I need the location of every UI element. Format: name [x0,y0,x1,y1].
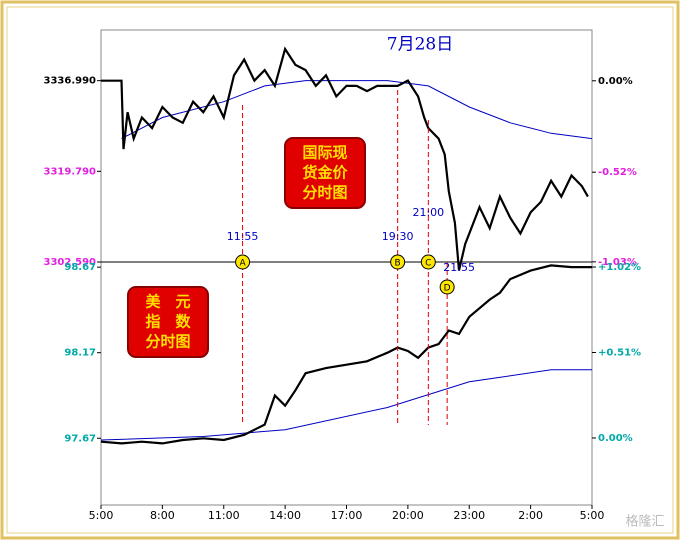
line [121,80,593,140]
y2-tick-label: 0.00% [598,76,633,87]
x-tick-label: 8:00 [150,509,175,522]
x-tick-label: 5:00 [89,509,114,522]
marker-time: 19:30 [382,230,414,243]
x-tick-label: 14:00 [269,509,301,522]
badge-text: 国际现 [302,144,347,162]
badge-text: 分时图 [145,333,190,351]
badge-text: 指 数 [145,313,191,331]
marker [439,279,455,295]
line [100,369,592,441]
marker-label: B [395,259,401,269]
x-tick-label: 17:00 [331,509,363,522]
badge [284,137,366,209]
x-tick-label: 2:00 [518,509,543,522]
marker-label: D [444,284,451,294]
badge-text: 货金价 [302,164,348,182]
frame-inner [6,6,674,534]
y2-tick-label: -1.03% [598,257,637,268]
y2-tick-label: +1.02% [598,262,641,273]
marker-label: C [425,259,431,269]
marker-label: A [239,259,246,269]
marker-time: 21:55 [443,261,475,274]
marker-time: 11:55 [227,230,259,243]
badge-text: 美 元 [145,293,190,311]
y-tick-label: 97.67 [64,433,96,444]
plot-area [100,29,593,506]
marker [390,254,406,270]
y-tick-label: 3319.790 [43,166,96,177]
line [100,264,592,445]
x-tick-label: 23:00 [453,509,485,522]
line [101,46,589,271]
y-tick-label: 3302.590 [43,257,96,268]
x-tick-label: 11:00 [208,509,240,522]
y2-tick-label: -0.52% [598,167,637,178]
y-tick-label: 98.17 [64,348,96,359]
y-tick-label: 98.67 [64,262,96,273]
badge-text: 分时图 [302,184,347,202]
x-tick-label: 20:00 [392,509,424,522]
chart-title: 7月28日 [387,35,453,55]
x-tick-label: 5:00 [580,509,605,522]
marker-time: 21:00 [412,206,444,219]
y2-tick-label: 0.00% [598,433,633,444]
watermark: 格隆汇 [625,514,664,530]
y-tick-label: 3336.990 [43,76,96,87]
y2-tick-label: +0.51% [598,347,641,358]
badge [127,286,209,358]
marker [420,254,436,270]
marker [235,254,251,270]
